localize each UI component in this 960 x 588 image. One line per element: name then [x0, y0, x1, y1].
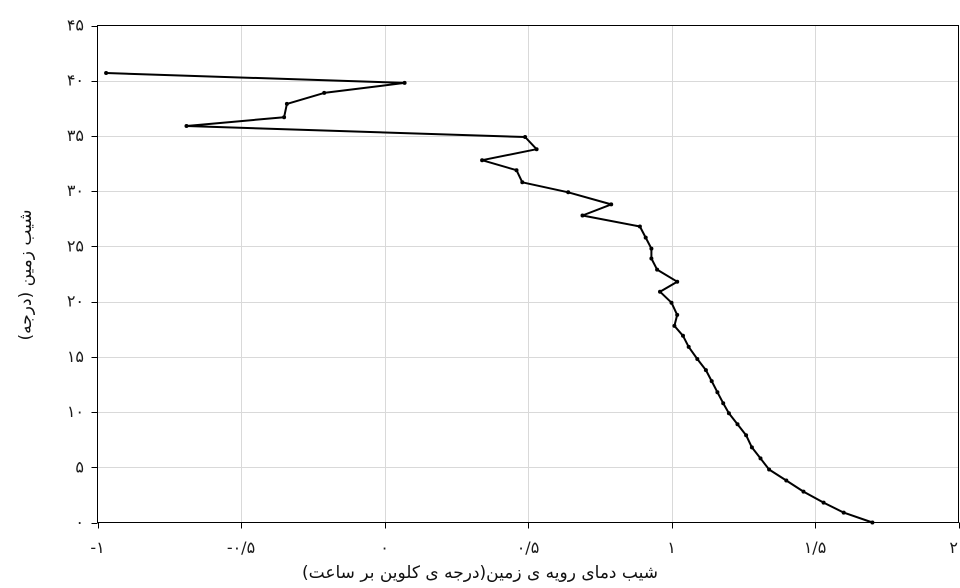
data-point — [520, 180, 525, 185]
data-line — [106, 72, 873, 524]
data-point — [322, 90, 327, 95]
data-point — [480, 158, 485, 163]
data-point — [821, 500, 826, 505]
data-point — [801, 489, 806, 494]
y-tick-label: ۳۵ — [67, 126, 84, 145]
y-tick-label: ۲۰ — [67, 292, 84, 311]
data-point — [402, 80, 407, 85]
data-point — [655, 267, 660, 272]
data-point — [282, 115, 287, 120]
data-point — [735, 422, 740, 427]
data-point — [695, 357, 700, 361]
data-point — [658, 289, 662, 294]
y-tick-label: ۱۵ — [67, 347, 84, 366]
data-point — [721, 401, 726, 406]
x-tick-label: ۲ — [949, 538, 958, 557]
y-tick-labels: ۰ ۵ ۱۰ ۱۵ ۲۰ ۲۵ ۳۰ ۳۵ ۴۰ ۴۵ — [67, 16, 84, 532]
data-point — [649, 246, 654, 251]
data-point — [686, 344, 691, 349]
data-point — [744, 433, 749, 438]
data-markers — [104, 71, 875, 525]
x-axis-title: شیب دمای رویه ی زمین(درجه ی کلوین بر ساع… — [302, 563, 658, 583]
grid — [97, 25, 959, 523]
data-point — [104, 71, 109, 75]
data-point — [681, 333, 685, 338]
data-point — [580, 213, 585, 218]
data-point — [675, 312, 680, 317]
data-point — [841, 510, 846, 515]
y-tick-label: ۵ — [75, 457, 84, 476]
x-tick-label: ۰/۵ — [517, 538, 540, 557]
x-tick-label: ۰ — [380, 538, 389, 557]
data-point — [715, 390, 720, 395]
y-tick-label: ۴۵ — [67, 16, 84, 35]
x-tick-labels: -۱ -۰/۵ ۰ ۰/۵ ۱ ۱/۵ ۲ — [90, 538, 958, 557]
data-point — [672, 323, 677, 328]
data-point — [703, 368, 708, 373]
y-tick-label: ۱۰ — [67, 402, 84, 421]
data-point — [523, 135, 528, 139]
tick-marks — [91, 26, 960, 529]
data-point — [749, 445, 754, 450]
y-tick-label: ۲۵ — [67, 236, 84, 255]
y-tick-label: ۳۰ — [67, 181, 84, 200]
data-point — [566, 190, 571, 195]
x-tick-label: ۱/۵ — [804, 538, 827, 557]
y-axis-title: شیب زمین (درجه) — [16, 209, 36, 341]
data-point — [870, 520, 875, 525]
x-tick-label: -۱ — [90, 538, 104, 557]
data-point — [758, 456, 763, 461]
data-point — [726, 411, 731, 416]
data-point — [649, 256, 654, 261]
data-point — [609, 202, 614, 207]
data-point — [767, 467, 772, 472]
data-point — [284, 101, 289, 106]
x-tick-label: -۰/۵ — [227, 538, 255, 557]
data-point — [784, 478, 789, 483]
y-tick-label: ۰ — [75, 513, 84, 532]
data-point — [534, 147, 539, 152]
data-point — [643, 235, 648, 240]
data-point — [184, 124, 189, 128]
data-point — [637, 224, 642, 229]
data-point — [675, 279, 680, 284]
x-tick-label: ۱ — [667, 538, 676, 557]
data-point — [669, 300, 674, 305]
y-tick-label: ۴۰ — [67, 71, 84, 90]
data-point — [709, 379, 714, 384]
data-point — [514, 168, 519, 173]
